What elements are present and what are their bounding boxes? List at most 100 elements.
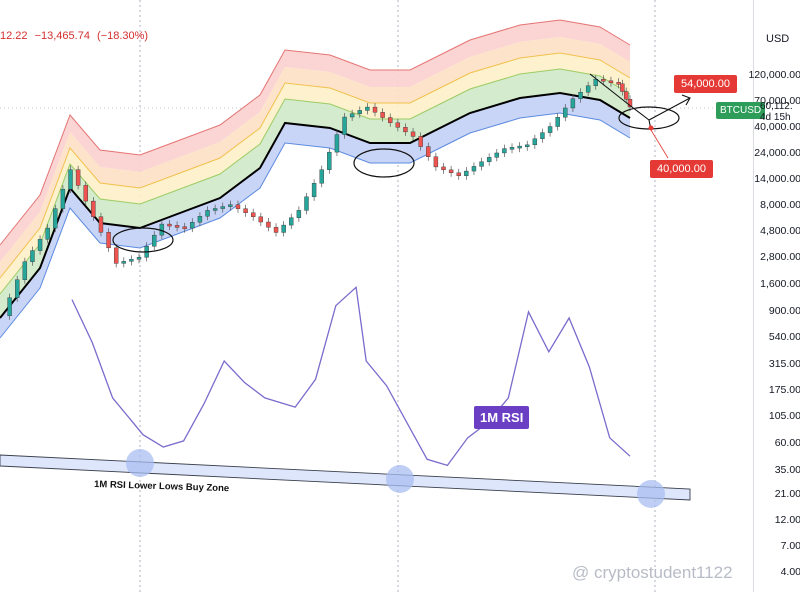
candle bbox=[289, 217, 294, 226]
candle bbox=[494, 152, 499, 158]
candle bbox=[53, 208, 58, 229]
price-fragment: 12.22 bbox=[0, 30, 28, 42]
candle bbox=[342, 116, 347, 135]
target-low-connector bbox=[650, 129, 669, 159]
candle bbox=[365, 106, 370, 111]
candle bbox=[426, 146, 431, 157]
candle bbox=[418, 136, 423, 147]
price-change-header: 12.22 −13,465.74 (−18.30%) bbox=[0, 30, 152, 42]
target-high-tag: 54,000.00 bbox=[674, 75, 737, 93]
candle bbox=[380, 112, 385, 118]
candle bbox=[311, 183, 317, 198]
candle bbox=[266, 221, 271, 228]
candle bbox=[45, 227, 50, 240]
candle bbox=[228, 204, 233, 207]
candle bbox=[616, 82, 621, 85]
candle bbox=[174, 225, 180, 228]
watermark: @ cryptostudent1122 bbox=[572, 563, 733, 582]
candle bbox=[220, 206, 225, 209]
candle bbox=[273, 227, 279, 233]
target-low-tag: 40,000.00 bbox=[650, 160, 713, 178]
arrow-head bbox=[681, 94, 691, 106]
candle bbox=[395, 122, 401, 128]
candle bbox=[15, 279, 20, 298]
candle bbox=[570, 98, 576, 109]
band-bottom-line bbox=[0, 112, 631, 339]
candle bbox=[68, 169, 73, 190]
candle bbox=[547, 126, 553, 133]
candle bbox=[456, 172, 461, 176]
price-axis-tick: 7.00 bbox=[780, 540, 800, 552]
price-axis[interactable]: 120,000.00 70,000.00 40,000.00 24,000.00 14,… bbox=[748, 0, 800, 592]
candle bbox=[517, 145, 522, 149]
rsi-label: 1M RSI bbox=[474, 406, 530, 429]
bottom-ellipse bbox=[353, 148, 415, 178]
projection-line bbox=[589, 73, 629, 105]
price-axis-tick: 8,000.00 bbox=[760, 199, 800, 211]
candle bbox=[532, 138, 538, 146]
buy-zone-trendline bbox=[0, 454, 691, 501]
candle bbox=[296, 210, 302, 218]
candle bbox=[167, 223, 172, 227]
candle bbox=[212, 208, 218, 211]
candle bbox=[525, 144, 530, 148]
candle bbox=[349, 113, 355, 118]
candle bbox=[585, 85, 591, 93]
candle bbox=[98, 216, 104, 233]
candle bbox=[7, 297, 12, 316]
candle bbox=[620, 83, 625, 92]
projection-line bbox=[627, 103, 650, 121]
candle bbox=[281, 224, 286, 233]
candle bbox=[197, 216, 203, 223]
candle bbox=[388, 117, 393, 123]
band-yellow bbox=[0, 53, 630, 294]
candle bbox=[509, 147, 515, 150]
candle bbox=[113, 247, 119, 264]
bar-countdown: 4d 15h bbox=[760, 112, 791, 123]
price-axis-tick: 1,600.00 bbox=[760, 278, 800, 290]
candle bbox=[60, 188, 66, 209]
candle bbox=[601, 79, 606, 82]
price-axis-tick: 4,800.00 bbox=[760, 225, 800, 237]
trendline-label: 1M RSI Lower Lows Buy Zone bbox=[94, 479, 229, 494]
candle bbox=[30, 250, 35, 262]
candle bbox=[250, 212, 256, 217]
last-price-readout: 60,112. 4d 15h bbox=[760, 101, 793, 123]
rsi-line bbox=[71, 285, 631, 467]
price-axis-tick: 21.00 bbox=[774, 488, 800, 500]
candle bbox=[578, 92, 583, 99]
bottom-ellipse bbox=[112, 227, 174, 253]
candle bbox=[121, 261, 126, 264]
price-axis-tick: 14,000.00 bbox=[754, 173, 800, 185]
axis-unit-label[interactable]: USD bbox=[766, 33, 790, 45]
price-axis-tick: 900.00 bbox=[768, 305, 800, 317]
candle bbox=[540, 132, 545, 139]
candle bbox=[129, 259, 134, 262]
candle bbox=[152, 234, 157, 247]
last-price: 60,112. bbox=[760, 101, 793, 112]
candle bbox=[319, 169, 324, 184]
candle bbox=[464, 170, 469, 176]
band-blue bbox=[0, 93, 630, 338]
candle bbox=[22, 261, 28, 280]
price-axis-tick: 70,000.00 bbox=[754, 95, 800, 107]
candle bbox=[327, 151, 332, 170]
band-green-line bbox=[0, 68, 631, 295]
chart-canvas[interactable]: 1M RSI Lower Lows Buy Zone bbox=[0, 0, 753, 592]
price-axis-tick: 12.00 bbox=[774, 514, 800, 526]
candle bbox=[190, 221, 195, 229]
price-axis-tick: 315.00 bbox=[768, 358, 800, 370]
band-top-line bbox=[0, 19, 631, 246]
price-axis-tick: 120,000.00 bbox=[748, 69, 800, 81]
price-axis-tick: 4.00 bbox=[780, 566, 800, 578]
candle bbox=[182, 226, 187, 229]
candle bbox=[372, 106, 378, 113]
price-axis-tick: 24,000.00 bbox=[754, 147, 800, 159]
price-axis-tick: 105.00 bbox=[768, 410, 800, 422]
candle bbox=[627, 99, 633, 108]
candle bbox=[410, 131, 416, 137]
projection-arrow bbox=[648, 97, 691, 121]
candle bbox=[555, 117, 560, 127]
target-low-point bbox=[648, 125, 654, 131]
